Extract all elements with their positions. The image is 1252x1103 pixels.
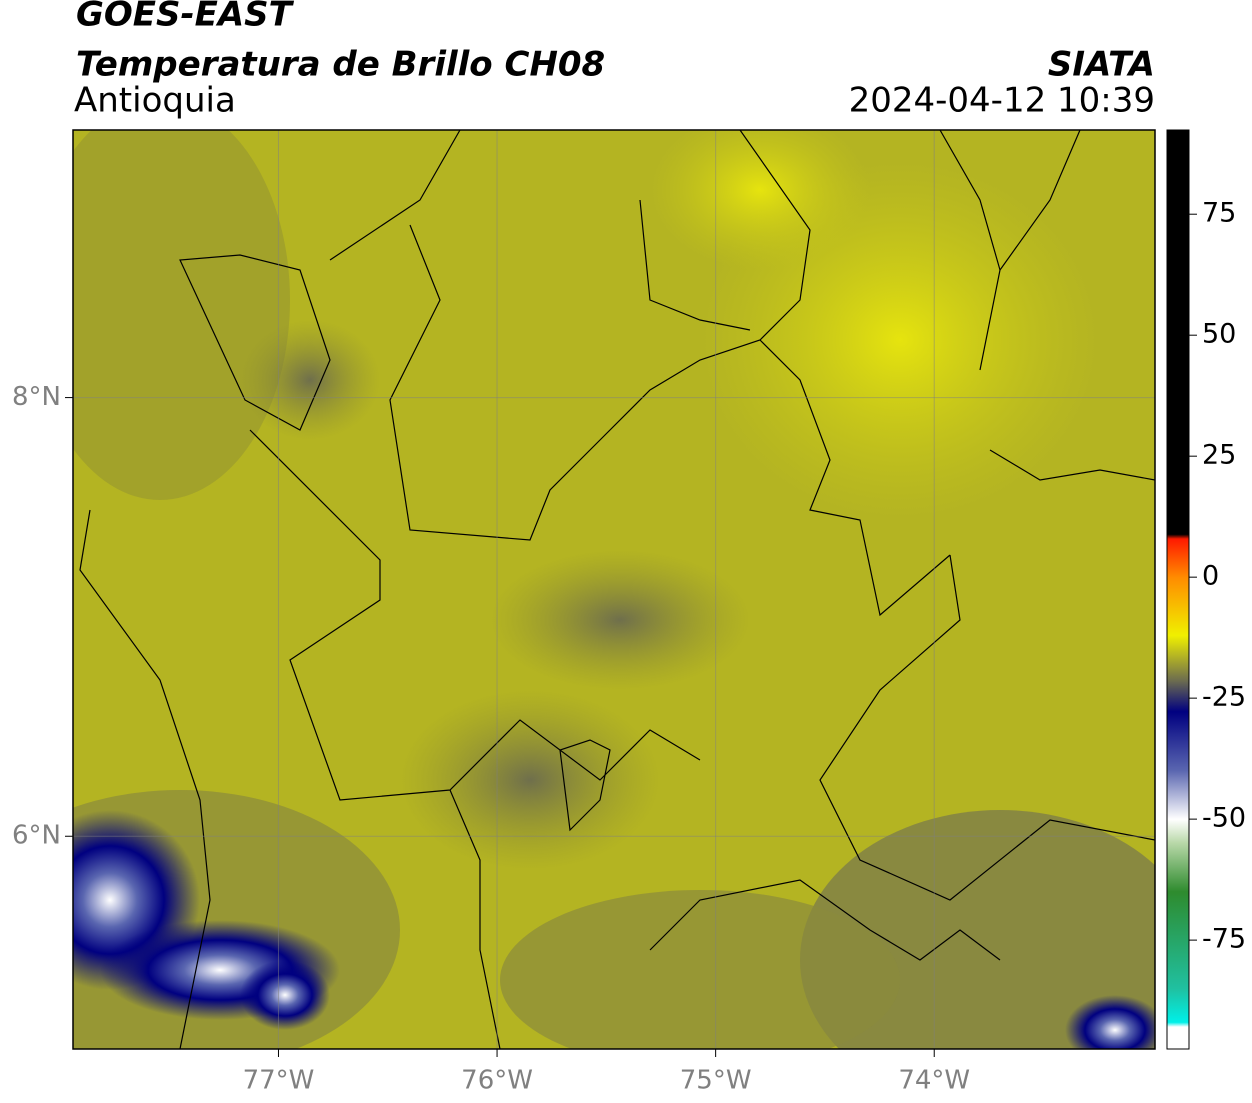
lat-label: 6°N (12, 821, 61, 851)
colorbar-tick-label: 50 (1202, 319, 1236, 350)
colorbar-ticks: 75 50 25 0 -25 -50 -75 (1189, 198, 1246, 955)
source: SIATA (1048, 45, 1155, 85)
satellite-image (73, 130, 1155, 1049)
graticule (65, 130, 1155, 1057)
lon-label: 75°W (680, 1066, 752, 1096)
colorbar-tick-label: 0 (1202, 561, 1219, 592)
colorbar-tick-label: -75 (1202, 924, 1246, 955)
lon-label: 74°W (898, 1066, 970, 1096)
colorbar-tick-label: -25 (1202, 682, 1246, 713)
region: Antioquia (74, 81, 236, 121)
lon-label: 77°W (243, 1066, 315, 1096)
colorbar-tick-label: 25 (1202, 440, 1236, 471)
satellite-title: GOES-EAST (76, 0, 295, 35)
colorbar-tick-label: 75 (1202, 198, 1236, 229)
product-title: Temperatura de Brillo CH08 (76, 45, 605, 85)
map-frame (72, 129, 1156, 1050)
lat-label: 8°N (12, 382, 61, 412)
colorbar (1166, 129, 1190, 1050)
timestamp: 2024-04-12 10:39 (849, 81, 1155, 121)
colorbar-tick-label: -50 (1202, 803, 1246, 834)
lon-label: 76°W (461, 1066, 533, 1096)
